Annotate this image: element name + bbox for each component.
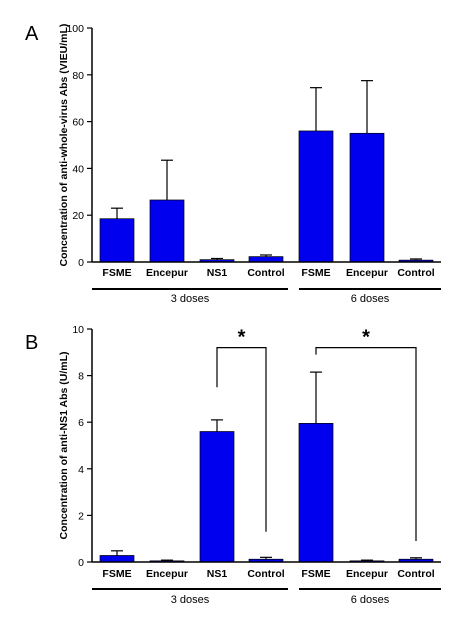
category-label: FSME [301,267,330,279]
panel-letter: A [25,23,39,45]
group-label: 3 doses [171,594,210,606]
panel-letter: B [25,332,38,354]
category-label: Control [397,267,434,279]
bar [298,130,334,263]
category-label: Control [397,568,434,580]
y-tick-label: 6 [78,417,84,429]
y-tick-label: 2 [78,510,84,522]
category-label: NS1 [207,568,228,580]
significance-bracket [315,347,417,542]
category-label: Encepur [346,568,388,580]
category-label: FSME [301,568,330,580]
group-label: 3 doses [171,293,210,305]
category-label: FSME [102,568,131,580]
category-label: Control [247,267,284,279]
group-label: 6 doses [351,594,390,606]
bar [298,423,334,563]
significance-bracket [216,347,267,532]
y-tick-label: 20 [72,210,84,222]
bar [199,431,235,563]
y-tick-label: 0 [78,557,84,569]
y-tick-label: 100 [66,23,84,35]
y-tick-label: 60 [72,117,84,129]
panel-a: A Concentration of anti-whole-virus Abs (… [25,23,441,305]
y-tick-label: 40 [72,163,84,175]
category-label: Control [247,568,284,580]
panel-b: B Concentration of anti-NS1 Abs (U/mL) 0 2 4… [25,324,441,606]
category-label: Encepur [146,267,188,279]
category-label: FSME [102,267,131,279]
bar [248,256,284,263]
significance-star: * [238,327,246,349]
y-tick-label: 4 [78,464,84,476]
category-label: NS1 [207,267,228,279]
bar [349,132,385,263]
significance-star: * [362,327,370,349]
y-tick-label: 8 [78,371,84,383]
bar [149,199,185,263]
y-tick-label: 10 [72,324,84,336]
y-tick-label: 80 [72,70,84,82]
y-axis-title: Concentration of anti-whole-virus Abs (V… [58,24,70,267]
group-label: 6 doses [351,293,390,305]
category-label: Encepur [146,568,188,580]
y-axis-title: Concentration of anti-NS1 Abs (U/mL) [58,351,70,539]
category-label: Encepur [346,267,388,279]
y-tick-label: 0 [78,257,84,269]
bar [99,555,135,563]
bar [99,218,135,263]
